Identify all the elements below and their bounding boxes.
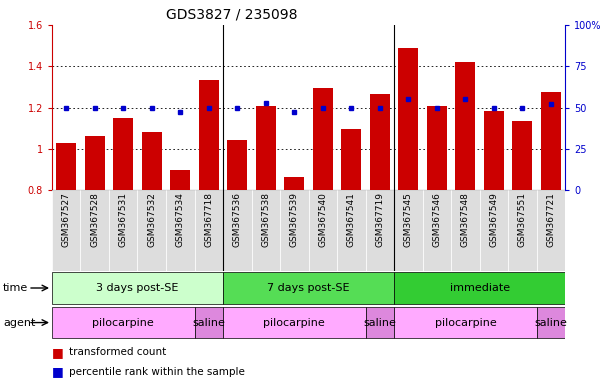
Text: GSM367545: GSM367545: [404, 192, 413, 247]
Bar: [85, 136, 104, 190]
Bar: [109, 190, 137, 271]
Text: GSM367540: GSM367540: [318, 192, 327, 247]
Bar: [398, 48, 419, 190]
Text: GSM367539: GSM367539: [290, 192, 299, 248]
Bar: [223, 190, 252, 271]
Text: GSM367546: GSM367546: [433, 192, 441, 247]
Text: pilocarpine: pilocarpine: [263, 318, 325, 328]
Bar: [52, 273, 223, 303]
Text: GSM367528: GSM367528: [90, 192, 99, 247]
Text: saline: saline: [535, 318, 568, 328]
Text: saline: saline: [192, 318, 225, 328]
Bar: [370, 94, 390, 190]
Text: 3 days post-SE: 3 days post-SE: [97, 283, 178, 293]
Bar: [252, 190, 280, 271]
Text: pilocarpine: pilocarpine: [92, 318, 154, 328]
Text: GSM367721: GSM367721: [546, 192, 555, 247]
Bar: [536, 307, 565, 338]
Bar: [137, 190, 166, 271]
Bar: [365, 307, 394, 338]
Bar: [337, 190, 365, 271]
Text: saline: saline: [364, 318, 397, 328]
Bar: [81, 190, 109, 271]
Text: transformed count: transformed count: [69, 347, 166, 357]
Bar: [227, 139, 247, 190]
Bar: [194, 190, 223, 271]
Bar: [394, 307, 536, 338]
Bar: [513, 121, 532, 190]
Bar: [56, 142, 76, 190]
Text: time: time: [3, 283, 28, 293]
Bar: [423, 190, 451, 271]
Text: GDS3827 / 235098: GDS3827 / 235098: [166, 7, 298, 21]
Text: 7 days post-SE: 7 days post-SE: [267, 283, 350, 293]
Bar: [199, 79, 219, 190]
Bar: [223, 307, 365, 338]
Text: pilocarpine: pilocarpine: [434, 318, 496, 328]
Bar: [284, 177, 304, 190]
Bar: [394, 273, 565, 303]
Bar: [280, 190, 309, 271]
Text: GSM367549: GSM367549: [489, 192, 499, 247]
Bar: [309, 190, 337, 271]
Text: GSM367532: GSM367532: [147, 192, 156, 247]
Text: agent: agent: [3, 318, 35, 328]
Text: GSM367538: GSM367538: [262, 192, 270, 248]
Bar: [536, 190, 565, 271]
Bar: [455, 62, 475, 190]
Bar: [223, 273, 394, 303]
Text: GSM367719: GSM367719: [375, 192, 384, 248]
Text: GSM367541: GSM367541: [347, 192, 356, 247]
Text: immediate: immediate: [450, 283, 510, 293]
Bar: [541, 92, 561, 190]
Bar: [194, 307, 223, 338]
Bar: [166, 190, 194, 271]
Text: GSM367534: GSM367534: [176, 192, 185, 247]
Bar: [142, 132, 162, 190]
Text: ■: ■: [52, 346, 64, 359]
Bar: [484, 111, 504, 190]
Text: GSM367551: GSM367551: [518, 192, 527, 248]
Bar: [313, 88, 333, 190]
Bar: [342, 129, 361, 190]
Bar: [427, 106, 447, 190]
Text: GSM367536: GSM367536: [233, 192, 242, 248]
Bar: [508, 190, 536, 271]
Text: GSM367531: GSM367531: [119, 192, 128, 248]
Text: ■: ■: [52, 365, 64, 378]
Text: GSM367527: GSM367527: [62, 192, 71, 247]
Bar: [52, 190, 81, 271]
Bar: [113, 118, 133, 190]
Bar: [480, 190, 508, 271]
Bar: [256, 106, 276, 190]
Text: percentile rank within the sample: percentile rank within the sample: [69, 367, 245, 377]
Bar: [365, 190, 394, 271]
Text: GSM367718: GSM367718: [204, 192, 213, 248]
Bar: [451, 190, 480, 271]
Bar: [170, 170, 190, 190]
Text: GSM367548: GSM367548: [461, 192, 470, 247]
Bar: [394, 190, 423, 271]
Bar: [52, 307, 194, 338]
